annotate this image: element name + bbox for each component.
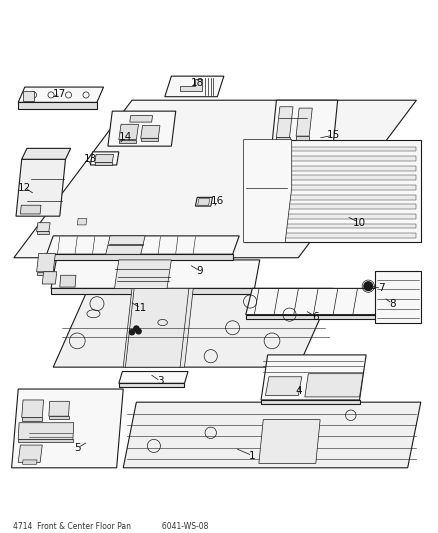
Polygon shape — [95, 155, 113, 163]
Polygon shape — [119, 383, 184, 387]
Polygon shape — [304, 374, 362, 397]
Polygon shape — [21, 417, 42, 421]
Polygon shape — [180, 79, 201, 92]
Text: 11: 11 — [134, 303, 147, 313]
Polygon shape — [123, 402, 420, 468]
Polygon shape — [243, 140, 420, 243]
Polygon shape — [36, 231, 49, 234]
Text: 6: 6 — [312, 312, 318, 322]
Polygon shape — [247, 204, 416, 209]
Polygon shape — [108, 111, 175, 146]
Text: 5: 5 — [74, 443, 81, 453]
Polygon shape — [130, 116, 152, 122]
Polygon shape — [247, 185, 416, 190]
Text: 8: 8 — [388, 298, 395, 309]
Polygon shape — [195, 197, 212, 206]
Text: 14: 14 — [119, 132, 132, 142]
Circle shape — [134, 326, 139, 332]
Polygon shape — [18, 423, 74, 439]
Polygon shape — [16, 159, 65, 216]
Polygon shape — [141, 126, 159, 138]
Text: 9: 9 — [196, 266, 203, 276]
Polygon shape — [95, 163, 112, 165]
Text: 15: 15 — [326, 130, 339, 140]
Polygon shape — [258, 419, 319, 463]
Text: 3: 3 — [157, 376, 163, 386]
Polygon shape — [164, 76, 223, 96]
Polygon shape — [141, 138, 158, 141]
Text: 7: 7 — [377, 284, 384, 293]
Polygon shape — [245, 288, 383, 314]
Polygon shape — [247, 166, 416, 171]
Polygon shape — [247, 156, 416, 161]
Polygon shape — [18, 102, 97, 109]
Polygon shape — [22, 460, 37, 464]
Polygon shape — [114, 260, 171, 288]
Polygon shape — [36, 223, 50, 231]
Polygon shape — [247, 195, 416, 199]
Polygon shape — [49, 416, 68, 419]
Polygon shape — [247, 233, 416, 238]
Polygon shape — [18, 439, 73, 442]
Polygon shape — [374, 271, 420, 324]
Polygon shape — [21, 148, 71, 159]
Polygon shape — [245, 314, 376, 319]
Polygon shape — [90, 152, 119, 165]
Text: 1: 1 — [248, 450, 255, 461]
Polygon shape — [272, 100, 337, 144]
Polygon shape — [243, 140, 291, 243]
Polygon shape — [247, 224, 416, 229]
Text: 16: 16 — [210, 196, 223, 206]
Polygon shape — [18, 445, 42, 463]
Polygon shape — [106, 236, 145, 254]
Polygon shape — [77, 219, 87, 225]
Polygon shape — [247, 147, 416, 151]
Polygon shape — [42, 272, 57, 284]
Text: 18: 18 — [191, 78, 204, 88]
Polygon shape — [46, 236, 239, 254]
Polygon shape — [36, 253, 55, 272]
Polygon shape — [295, 108, 311, 136]
Circle shape — [129, 329, 134, 335]
Text: 13: 13 — [84, 154, 97, 164]
Polygon shape — [53, 288, 332, 367]
Polygon shape — [123, 288, 193, 367]
Polygon shape — [247, 175, 416, 180]
Polygon shape — [261, 400, 359, 405]
Polygon shape — [20, 205, 41, 214]
Polygon shape — [22, 92, 33, 101]
Polygon shape — [51, 288, 254, 294]
Polygon shape — [295, 136, 308, 141]
Polygon shape — [119, 140, 136, 143]
Polygon shape — [261, 355, 365, 400]
Polygon shape — [36, 272, 53, 275]
Polygon shape — [265, 377, 301, 395]
Text: 4714  Front & Center Floor Pan             6041-WS-08: 4714 Front & Center Floor Pan 6041-WS-08 — [13, 522, 208, 531]
Text: 17: 17 — [53, 88, 66, 99]
Polygon shape — [247, 214, 416, 219]
Circle shape — [363, 282, 372, 290]
Polygon shape — [14, 100, 416, 258]
Polygon shape — [18, 87, 103, 102]
Polygon shape — [51, 260, 259, 288]
Polygon shape — [21, 400, 43, 417]
Text: 12: 12 — [18, 183, 31, 193]
Polygon shape — [60, 275, 76, 287]
Polygon shape — [276, 107, 292, 138]
Circle shape — [136, 329, 141, 334]
Polygon shape — [12, 389, 123, 468]
Polygon shape — [46, 254, 232, 260]
Text: 4: 4 — [294, 386, 301, 396]
Polygon shape — [119, 372, 187, 383]
Polygon shape — [197, 199, 209, 205]
Polygon shape — [119, 124, 138, 140]
Text: 10: 10 — [352, 218, 365, 228]
Polygon shape — [276, 138, 289, 142]
Polygon shape — [49, 401, 69, 416]
